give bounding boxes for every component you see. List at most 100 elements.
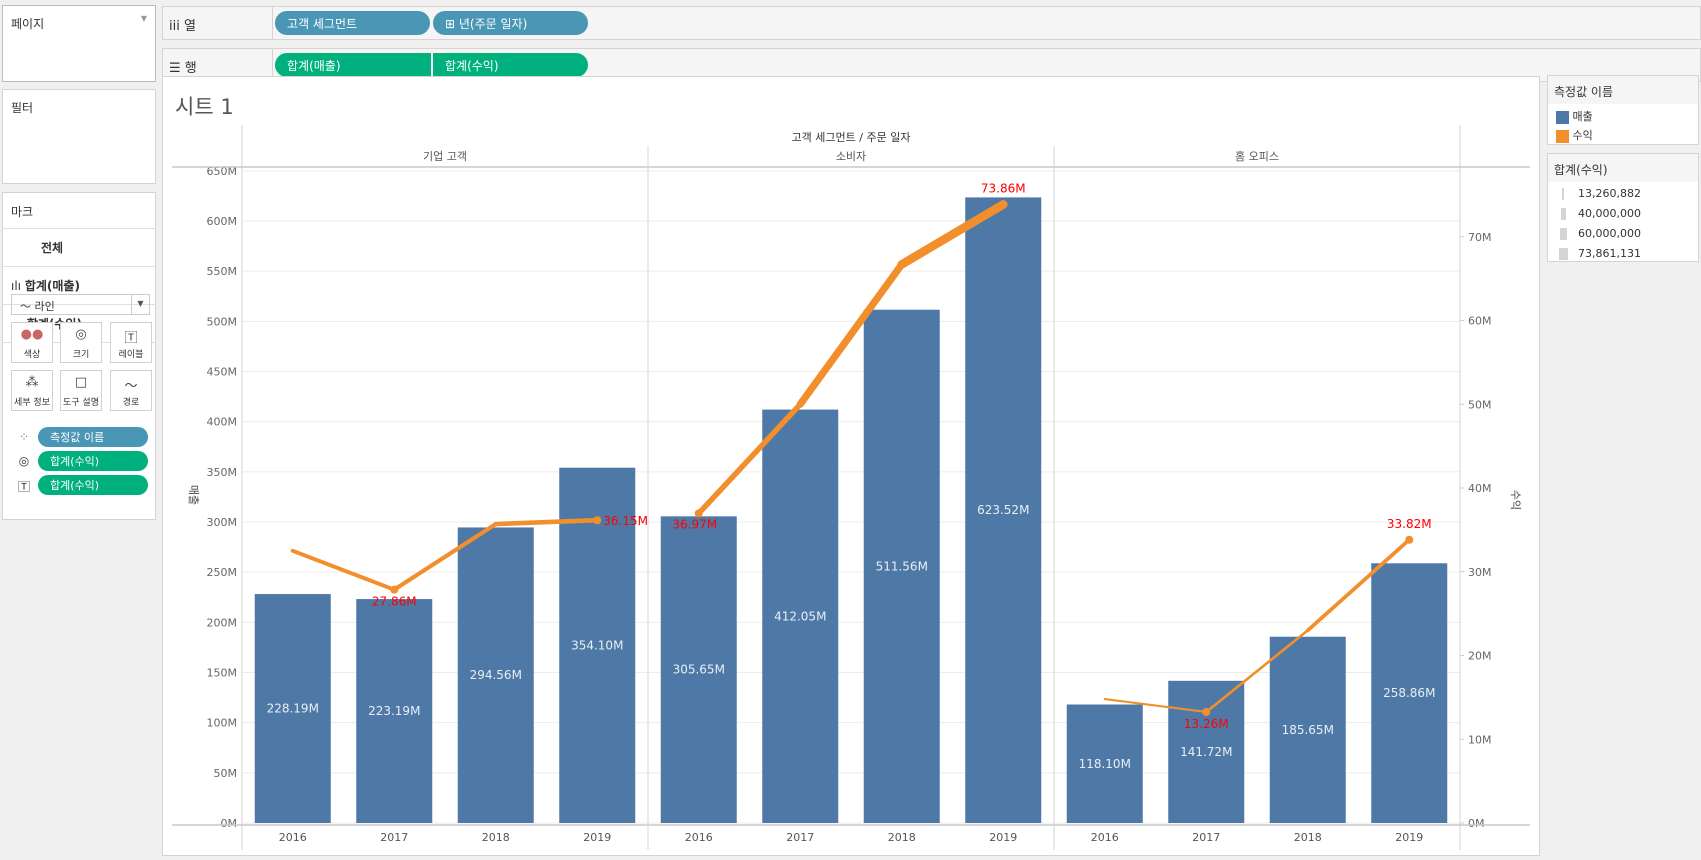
pane-header: 소비자 [836,150,866,163]
left-tick-label: 250M [207,566,238,579]
profit-line-segment [696,401,803,517]
detail-label: 세부 정보 [14,398,50,408]
marks-card-sales[interactable]: ılı 합계(매출) [3,267,155,305]
profit-label-pill[interactable]: 합계(수익) [38,475,148,495]
pane-header: 기업 고객 [423,150,467,163]
order-year-pill[interactable]: ⊞ 년(주문 일자) [433,11,588,35]
left-tick-label: 650M [207,165,238,178]
path-button[interactable]: 〜 경로 [110,370,152,411]
tooltip-button[interactable]: □ 도구 설명 [60,370,102,411]
year-label: 2016 [279,831,307,844]
profit-label: 27.86M [372,595,417,609]
bar-label: 511.56M [876,559,928,573]
right-tick-label: 10M [1468,733,1492,746]
filters-title: 필터 [11,101,34,115]
chevron-down-icon[interactable]: ▼ [131,295,149,314]
mark-type-dropdown[interactable]: 〜 라인 ▼ [11,294,150,315]
right-tick-label: 70M [1468,231,1492,244]
rows-icon: ☰ [169,61,185,76]
sales-pill[interactable]: 합계(매출) [275,53,431,77]
profit-line-segment [1204,629,1310,714]
swatch [1556,110,1569,124]
year-label: 2018 [482,831,510,844]
pages-panel[interactable]: 페이지 ▼ [2,5,156,82]
sales-bar [457,527,534,823]
size-legend-label: 40,000,000 [1578,207,1641,220]
segment-pill[interactable]: 고객 세그먼트 [275,11,430,35]
marks-card-all[interactable]: 전체 [3,229,155,267]
year-label: 2016 [685,831,713,844]
bar-label: 228.19M [267,702,319,716]
left-tick-label: 300M [207,516,238,529]
sales-bar [559,467,636,823]
bar-label: 118.10M [1079,757,1131,771]
size-icon: ◎ [18,454,30,468]
sales-bar [762,409,839,823]
size-legend: 합계(수익) 13,260,882 40,000,000 60,000,000 … [1547,153,1699,262]
right-tick-label: 0M [1468,817,1485,830]
swatch [1556,129,1569,143]
measure-names-legend: 측정값 이름 매출 수익 [1547,75,1699,145]
columns-shelf[interactable]: iii 열 고객 세그먼트 ⊞ 년(주문 일자) [162,6,1701,40]
color-dots-icon: ●● [20,327,44,342]
left-tick-label: 200M [207,616,238,629]
left-axis-title: 매출 [187,485,200,505]
bar-chart-icon: ılı [11,279,25,293]
label-button[interactable]: 🅃 레이블 [110,322,152,363]
year-label: 2018 [1294,831,1322,844]
bar-label: 185.65M [1282,723,1334,737]
sales-bar [863,309,940,823]
year-label: 2019 [989,831,1017,844]
text-icon: 🅃 [17,480,30,494]
size-legend-item: 60,000,000 [1556,227,1641,240]
bar-label: 354.10M [571,638,623,652]
year-label: 2017 [380,831,408,844]
marks-panel: 마크 전체 ılı 합계(매출) 〜 합계(수익) 〜 라인 ▼ ●● 색상 ◎ 크… [2,192,156,520]
filters-panel[interactable]: 필터 [2,89,156,184]
color-button[interactable]: ●● 색상 [11,322,53,363]
profit-line-segment [1103,697,1208,714]
sales-bar [1371,563,1448,823]
text-icon: 🅃 [124,331,138,346]
sales-bar [965,197,1042,823]
right-axis-title: 수익 [1509,490,1522,510]
year-label: 2019 [583,831,611,844]
left-tick-label: 350M [207,466,238,479]
bar-label: 141.72M [1180,745,1232,759]
legend-item-sales[interactable]: 매출 [1556,108,1593,124]
profit-label: 36.97M [672,517,717,531]
measure-names-pill[interactable]: 측정값 이름 [38,427,148,447]
profit-line-segment [493,517,600,527]
profit-pill[interactable]: 합계(수익) [433,53,588,77]
size-legend-item: 73,861,131 [1556,247,1641,260]
profit-line-segment [796,260,906,408]
bar-label: 294.56M [470,668,522,682]
left-tick-label: 500M [207,315,238,328]
left-tick-label: 150M [207,667,238,680]
tooltip-label: 도구 설명 [63,398,99,408]
profit-label: 73.86M [981,181,1026,195]
legend-item-profit[interactable]: 수익 [1556,127,1593,143]
profit-point [694,509,703,518]
sheet-title: 시트 1 [175,95,234,119]
chevron-down-icon[interactable]: ▼ [140,14,147,23]
bar-label: 258.86M [1383,686,1435,700]
year-label: 2019 [1395,831,1423,844]
size-button[interactable]: ◎ 크기 [60,322,102,363]
year-label: 2017 [786,831,814,844]
rows-label: ☰ 행 [163,49,273,81]
size-icon: ◎ [75,327,87,342]
bar-label: 223.19M [368,704,420,718]
pages-title: 페이지 [11,17,45,31]
mark-type-value: 라인 [34,300,55,313]
profit-point [999,200,1008,209]
profit-label: 36.15M [603,514,648,528]
legend-label: 매출 [1572,110,1593,123]
size-label: 크기 [72,350,90,360]
size-legend-label: 73,861,131 [1578,247,1641,260]
profit-size-pill[interactable]: 합계(수익) [38,451,148,471]
detail-button[interactable]: ⁂ 세부 정보 [11,370,53,411]
legend-title: 합계(수익) [1548,154,1698,182]
color-dots-icon: ⁘ [18,430,30,444]
